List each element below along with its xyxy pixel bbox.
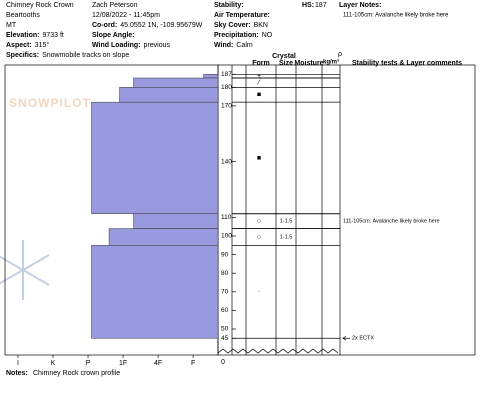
field-value: MT [6,22,17,29]
y-tick-label: 110 [221,214,232,221]
y-tick-label: 50 [221,326,229,333]
field-label: Sky Cover: [214,22,251,29]
field-label: Stability: [214,2,244,9]
field-label: Wind Loading: [92,42,141,49]
column-header: Size [279,60,293,67]
column-header: ρ [338,51,342,58]
watermark: SNOWPILOT [9,96,91,110]
field-value: 12/08/2022 - 11:45pm [92,12,160,19]
layer-notes-value: 111-105cm: Avalanche likely broke here [343,13,449,19]
field-value: 45.0552 1N, -109.95679W [120,22,203,29]
y-tick-label: 90 [221,251,229,258]
y-tick-label: 140 [221,158,232,165]
field-value: Beartooths [6,12,40,19]
crystal-form: ■ [257,92,261,99]
field-label: Specifics: [6,52,39,59]
field-value: 315° [35,41,50,49]
field-value: BKN [254,22,268,29]
x-tick-label: 1F [119,360,127,367]
crystal-form: ○ [257,218,261,225]
field-label: Wind: [214,42,233,49]
notes-label: Notes: [6,370,28,377]
column-header: Stability tests & Layer comments [352,60,462,67]
field-label: Co-ord: [92,22,117,29]
hardness-bar [91,101,219,214]
column-header: Form [252,60,270,67]
hardness-bar [91,245,219,339]
hardness-bar [203,74,219,79]
x-tick-label: I [17,360,19,367]
field-label: Air Temperature: [214,12,270,19]
field-value: Zach Peterson [92,2,138,9]
field-value: 9733 ft [42,32,63,39]
crystal-form: ⁄ [256,80,261,87]
x-tick-label: 4F [154,360,162,367]
y-tick-label: 80 [221,270,229,277]
hardness-bar [108,228,219,246]
y-tick-label: 187 [221,71,232,78]
snowflake-icon [0,240,50,300]
column-header: kg/m³ [323,59,339,66]
x-tick-label: P [86,360,91,367]
hs-value: 187 [315,2,327,9]
hs-label: HS: [302,2,314,9]
crystal-size: 1-1.5 [280,219,293,225]
test-label: 2x ECTX [352,336,374,342]
y-tick-label: 60 [221,307,229,314]
field-value: Snowmobile tracks on slope [42,52,129,59]
layer-comment: 111-105cm: Avalanche likely broke here [343,219,440,225]
crystal-form: ○ [257,234,261,241]
hardness-bar [133,213,219,229]
field-value: NO [262,32,273,39]
x-tick-label: F [191,360,195,367]
axis-break [217,348,339,354]
test-arrowhead [342,335,347,341]
field-label: Precipitation: [214,32,259,39]
y-tick-label: 70 [221,289,229,296]
x-tick-label: K [51,360,56,367]
field-label: Slope Angle: [92,32,135,39]
y-tick-label: 100 [221,233,232,240]
field-label: Aspect: [6,42,32,49]
crystal-form: ■ [257,155,261,162]
field-value: Calm [236,42,253,49]
field-value: Chimney Rock Crown [6,2,74,9]
break-label: 0 [221,359,225,366]
notes-value: Chimney Rock crown profile [33,370,120,377]
crystal-form: + [257,73,261,80]
column-header: Moisture [294,60,323,67]
y-tick-label: 45 [221,335,229,342]
crystal-size: 1-1.5 [280,234,293,240]
layer-notes-label: Layer Notes: [339,2,381,9]
hardness-bar [119,87,219,103]
hardness-bar [133,77,219,88]
column-header: Crystal [272,53,296,60]
field-label: Elevation: [6,32,39,39]
y-tick-label: 170 [221,103,232,110]
crystal-form: · [258,289,260,296]
field-value: previous [144,42,171,49]
y-tick-label: 180 [221,84,232,91]
